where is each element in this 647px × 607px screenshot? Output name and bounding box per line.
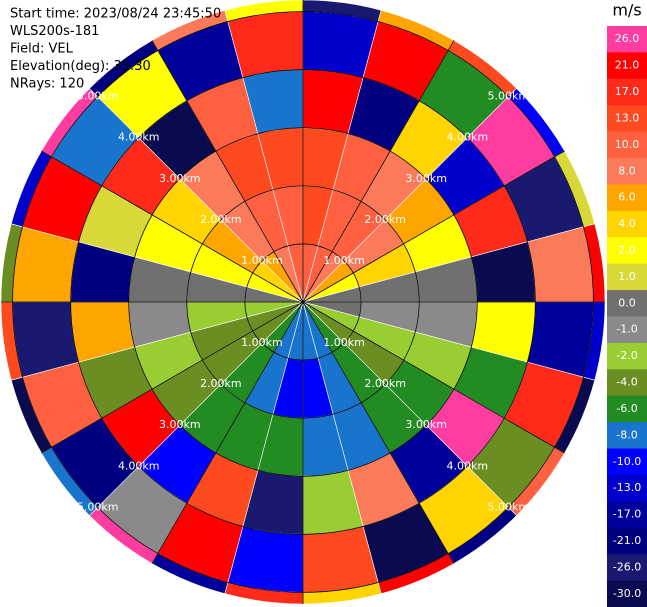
colorbar-label: 17.0 [615,85,640,98]
colorbar-swatch [607,422,647,450]
colorbar-swatch [607,369,647,397]
range-label: 4.00km [118,459,160,472]
colorbar-label: -1.0 [616,323,637,336]
range-label: 1.00km [241,254,283,267]
colorbar-label: 21.0 [615,59,640,72]
colorbar-swatch [607,131,647,159]
colorbar-swatch [607,158,647,185]
colorbar-label: 4.0 [618,217,636,230]
colorbar-label: -17.0 [613,508,641,521]
range-ring [244,243,362,361]
range-label: 5.00km [488,90,530,103]
colorbar-label: -8.0 [616,428,637,441]
info-text: WLS200s-181 [10,24,99,39]
range-ring [128,127,478,477]
range-label: 1.00km [323,336,365,349]
info-text: Elevation(deg): 35.30 [10,59,151,74]
colorbar-label: -30.0 [613,587,641,600]
colorbar-label: 6.0 [618,191,636,204]
colorbar-swatch [607,237,647,265]
range-label: 2.00km [200,377,242,390]
range-label: 4.00km [118,131,160,144]
range-label: 2.00km [364,213,406,226]
range-ring [70,69,536,535]
range-ring [12,11,594,593]
colorbar-swatch [607,474,647,502]
range-label: 3.00km [405,418,447,431]
colorbar-label: -26.0 [613,560,641,573]
colorbar-swatch [607,580,647,607]
info-text: NRays: 120 [10,77,84,92]
range-label: 5.00km [77,500,119,513]
colorbar-label: -10.0 [613,455,641,468]
range-label: 5.00km [77,90,119,103]
colorbar-label: 26.0 [615,32,640,45]
colorbar-swatch [607,448,647,476]
info-text: Field: VEL [10,42,74,57]
spoke [151,40,455,564]
range-label: 4.00km [446,459,488,472]
colorbar-swatch [607,527,647,555]
range-label: 3.00km [159,172,201,185]
colorbar-swatch [607,395,647,423]
colorbar-label: 10.0 [615,138,640,151]
colorbar-swatch [607,52,647,80]
range-label: 3.00km [405,172,447,185]
colorbar-label: 2.0 [618,243,636,256]
colorbar-swatch [607,316,647,344]
range-label: 1.00km [323,254,365,267]
colorbar-swatch [607,78,647,106]
colorbar-swatch [607,26,647,53]
info-text: Start time: 2023/08/24 23:45:50 [10,7,221,22]
colorbar-swatch [607,105,647,133]
colorbar-swatch [607,342,647,370]
range-label: 3.00km [159,418,201,431]
colorbar-label: -2.0 [616,349,637,362]
colorbar-label: 1.0 [618,270,636,283]
colorbar-swatch [607,210,647,238]
colorbar-swatch [607,554,647,582]
range-label: 1.00km [241,336,283,349]
range-ring [186,185,420,419]
colorbar-label: 13.0 [615,111,640,124]
range-label: 2.00km [200,213,242,226]
range-label: 4.00km [446,131,488,144]
range-label: 5.00km [488,500,530,513]
colorbar-label: -13.0 [613,481,641,494]
colorbar-unit: m/s [612,1,641,20]
colorbar-swatch [607,263,647,291]
colorbar-label: 0.0 [618,296,636,309]
colorbar-label: -4.0 [616,376,637,389]
colorbar-swatch [607,501,647,529]
colorbar-label: -21.0 [613,534,641,547]
colorbar-label: 8.0 [618,164,636,177]
colorbar-swatch [607,184,647,212]
colorbar-label: -6.0 [616,402,637,415]
colorbar-swatch [607,290,647,317]
range-label: 2.00km [364,377,406,390]
